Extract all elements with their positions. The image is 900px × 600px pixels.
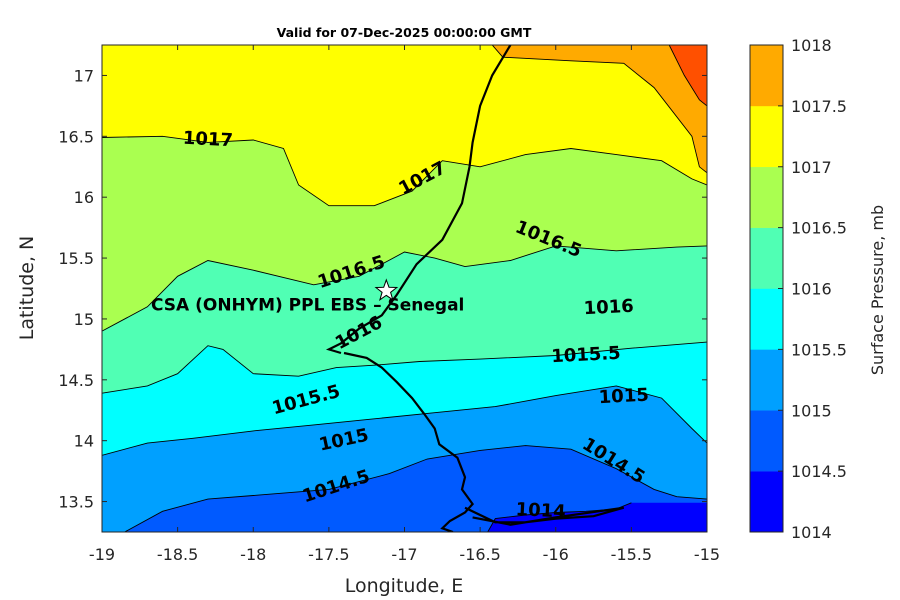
contour-line-1015.5 — [102, 341, 707, 394]
colorbar-tick-label: 1014.5 — [791, 462, 847, 481]
colorbar-tick-label: 1015 — [791, 401, 832, 420]
y-tick-label: 13.5 — [58, 493, 94, 512]
contour-line-1015 — [102, 385, 707, 456]
contour-line-layer — [102, 45, 707, 532]
y-tick-label: 14 — [74, 432, 94, 451]
chart-title: Valid for 07-Dec-2025 00:00:00 GMT — [277, 25, 532, 40]
contour-label-1014: 1014 — [515, 499, 566, 523]
contour-line-1017.5 — [668, 45, 707, 107]
colorbar-tick-label: 1016 — [791, 280, 832, 299]
x-tick-label: -19 — [89, 545, 115, 564]
y-axis-label: Latitude, N — [16, 236, 38, 341]
colorbar-tick-label: 1017 — [791, 158, 832, 177]
band-fill-1016.5 — [102, 45, 707, 206]
band-fill-1017 — [492, 45, 707, 173]
x-tick-label: -15.5 — [611, 545, 652, 564]
colorbar-tick-label: 1015.5 — [791, 340, 847, 359]
colorbar-segment-1016.5 — [750, 166, 783, 228]
y-axis: 13.5 14 14.5 15 15.5 16 16.5 17 — [58, 66, 707, 512]
contour-label-1017: 1017 — [182, 128, 233, 152]
x-tick-label: -18.5 — [157, 545, 198, 564]
river-estuary — [464, 506, 625, 526]
contour-label-1015: 1015 — [598, 385, 649, 409]
colorbar-label: Surface Pressure, mb — [868, 205, 887, 375]
contour-label-1016: 1016 — [583, 296, 634, 320]
y-tick-label: 15.5 — [58, 249, 94, 268]
y-tick-label: 16 — [74, 188, 94, 207]
contour-line-1017 — [491, 45, 707, 174]
x-axis: -19 -18.5 -18 -17.5 -17 -16.5 -16 -15.5 -15 — [89, 45, 720, 564]
band-fill-1017.5 — [669, 45, 707, 106]
colorbar-tick-label: 1016.5 — [791, 219, 847, 238]
colorbar-segment-1017 — [750, 105, 783, 168]
colorbar: 1014 1014.5 1015 1015.5 1016 1016.5 1017 1017.5… — [749, 36, 847, 542]
site-label: CSA (ONHYM) PPL EBS – Senegal — [151, 296, 464, 316]
x-tick-label: -17.5 — [308, 545, 349, 564]
colorbar-tick-label: 1018 — [791, 36, 832, 55]
colorbar-tick-label: 1017.5 — [791, 97, 847, 116]
x-tick-label: -18 — [240, 545, 266, 564]
annotation-layer: CSA (ONHYM) PPL EBS – Senegal — [151, 278, 464, 316]
country-border — [343, 351, 475, 532]
colorbar-segment-1016 — [750, 227, 783, 289]
y-tick-label: 17 — [74, 66, 94, 85]
x-tick-label: -16 — [543, 545, 569, 564]
contour-line-1016.5 — [102, 135, 707, 207]
x-tick-label: -15 — [694, 545, 720, 564]
x-axis-label: Longitude, E — [345, 575, 464, 597]
pressure-fill-layer — [102, 45, 707, 532]
site-star-marker — [374, 278, 399, 302]
y-tick-label: 15 — [74, 310, 94, 329]
x-tick-label: -16.5 — [459, 545, 500, 564]
geography-layer — [325, 45, 625, 532]
colorbar-segment-1014.5 — [750, 410, 783, 472]
colorbar-segment-1015 — [750, 349, 783, 411]
colorbar-segment-1017.5 — [750, 45, 783, 107]
colorbar-segment-1015.5 — [750, 288, 783, 350]
contour-label-1015.5: 1015.5 — [551, 343, 621, 368]
coastline — [325, 45, 512, 355]
colorbar-tick-label: 1014 — [791, 523, 832, 542]
y-tick-label: 16.5 — [58, 127, 94, 146]
contour-line-1016 — [102, 245, 707, 332]
x-tick-label: -17 — [391, 545, 417, 564]
colorbar-segment-1014 — [750, 471, 783, 533]
y-tick-label: 14.5 — [58, 371, 94, 390]
